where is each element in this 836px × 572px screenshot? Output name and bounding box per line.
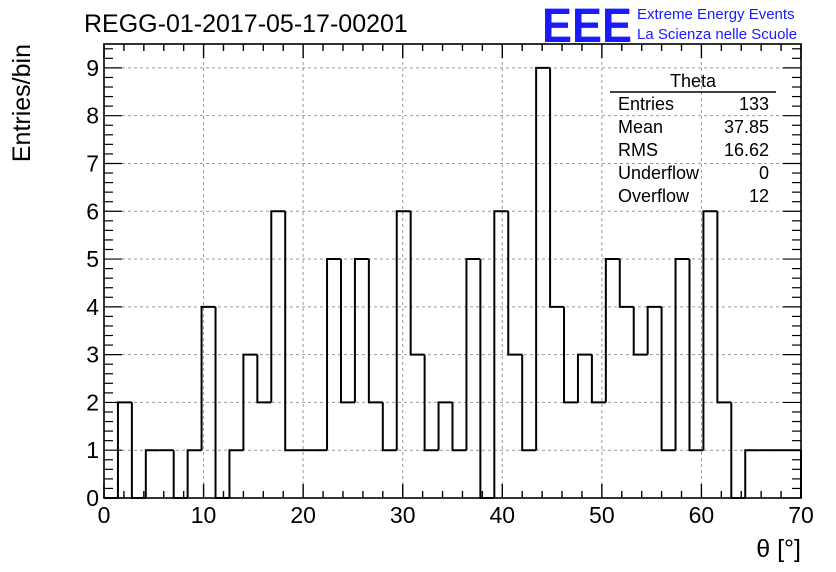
histogram-bin <box>618 259 634 308</box>
y-tick-label: 6 <box>86 198 99 224</box>
histogram-bin <box>576 353 592 403</box>
histogram-bin <box>144 449 160 498</box>
histogram-bin <box>228 449 244 498</box>
y-tick-label: 2 <box>86 389 99 415</box>
histogram-bin <box>423 354 439 452</box>
histogram-bin <box>381 402 397 452</box>
x-axis: 0 10 20 30 40 50 60 70 <box>98 44 814 528</box>
x-tick-label: 40 <box>489 502 515 528</box>
histogram-bin <box>507 211 523 356</box>
plot-frame <box>103 43 802 499</box>
logo-line-2: La Scienza nelle Scuole <box>637 26 797 43</box>
histogram-bin <box>744 449 760 498</box>
histogram-bin <box>716 211 732 404</box>
stats-box: Theta Entries 133 Mean 37.85 RMS 16.62 Underfl… <box>610 71 776 206</box>
y-tick-label: 5 <box>86 246 99 272</box>
stats-label: Overflow <box>618 186 690 206</box>
stats-label: Mean <box>618 117 663 137</box>
histogram-bin <box>130 402 146 499</box>
histogram-bin <box>563 306 578 404</box>
histogram-bin <box>674 258 690 451</box>
histogram-bin <box>339 259 355 404</box>
stats-value: 37.85 <box>724 117 769 137</box>
x-tick-label: 30 <box>390 502 416 528</box>
y-tick-label: 9 <box>86 55 99 81</box>
histogram-bin <box>395 210 411 451</box>
y-tick-label: 1 <box>86 437 99 463</box>
histogram-bin <box>549 67 565 308</box>
stats-value: 16.62 <box>724 140 769 160</box>
y-tick-label: 3 <box>86 342 99 368</box>
histogram-bin <box>632 306 648 356</box>
histogram-bin <box>186 449 202 498</box>
run-title: REGG-01-2017-05-17-00201 <box>84 10 408 38</box>
histogram-bin <box>535 66 551 451</box>
stats-title: Theta <box>670 71 717 91</box>
histogram-bin <box>172 450 188 499</box>
x-tick-label: 0 <box>98 502 111 528</box>
x-tick-label: 10 <box>191 502 217 528</box>
stats-label: Underflow <box>618 163 700 183</box>
y-axis-label: Entries/bin <box>8 44 36 162</box>
histogram-bin <box>702 210 718 451</box>
stats-label: Entries <box>618 94 674 114</box>
histogram-bin <box>270 210 286 403</box>
histogram-bin <box>660 306 676 452</box>
histogram-bin <box>465 258 481 451</box>
stats-value: 12 <box>749 186 769 206</box>
histogram-bin <box>479 259 495 499</box>
y-tick-label: 7 <box>86 150 99 176</box>
stats-label: RMS <box>618 140 658 160</box>
histogram-bin <box>688 259 704 452</box>
histogram-bin <box>367 259 383 404</box>
histogram-bin <box>521 354 537 452</box>
x-tick-label: 60 <box>689 502 715 528</box>
histogram-bin <box>590 354 606 404</box>
y-tick-label: 8 <box>86 103 99 129</box>
logo-line-1: Extreme Energy Events <box>637 6 795 23</box>
histogram-bin <box>451 402 467 452</box>
histogram-bin <box>200 305 216 451</box>
histogram-bin <box>646 305 662 355</box>
histogram-bin <box>256 354 272 404</box>
x-tick-label: 20 <box>290 502 316 528</box>
histogram-bin <box>353 258 369 403</box>
histogram-bin <box>437 401 453 451</box>
x-tick-label: 70 <box>788 502 814 528</box>
histogram-bin <box>730 402 746 499</box>
y-tick-label: 4 <box>86 294 99 320</box>
logo-mark: EEE <box>542 0 632 53</box>
histogram-bin <box>326 258 341 451</box>
x-axis-label: θ [°] <box>756 535 801 563</box>
x-tick-label: 50 <box>589 502 615 528</box>
stats-value: 133 <box>739 94 769 114</box>
histogram-bin <box>284 211 300 452</box>
histogram-bin <box>242 353 258 451</box>
histogram-bars <box>104 66 802 499</box>
y-tick-label: 0 <box>86 485 99 511</box>
stats-value: 0 <box>759 163 769 183</box>
histogram-bin <box>214 306 230 499</box>
histogram-bin <box>493 210 509 498</box>
histogram-bin <box>409 211 425 356</box>
histogram-bin <box>604 258 620 403</box>
